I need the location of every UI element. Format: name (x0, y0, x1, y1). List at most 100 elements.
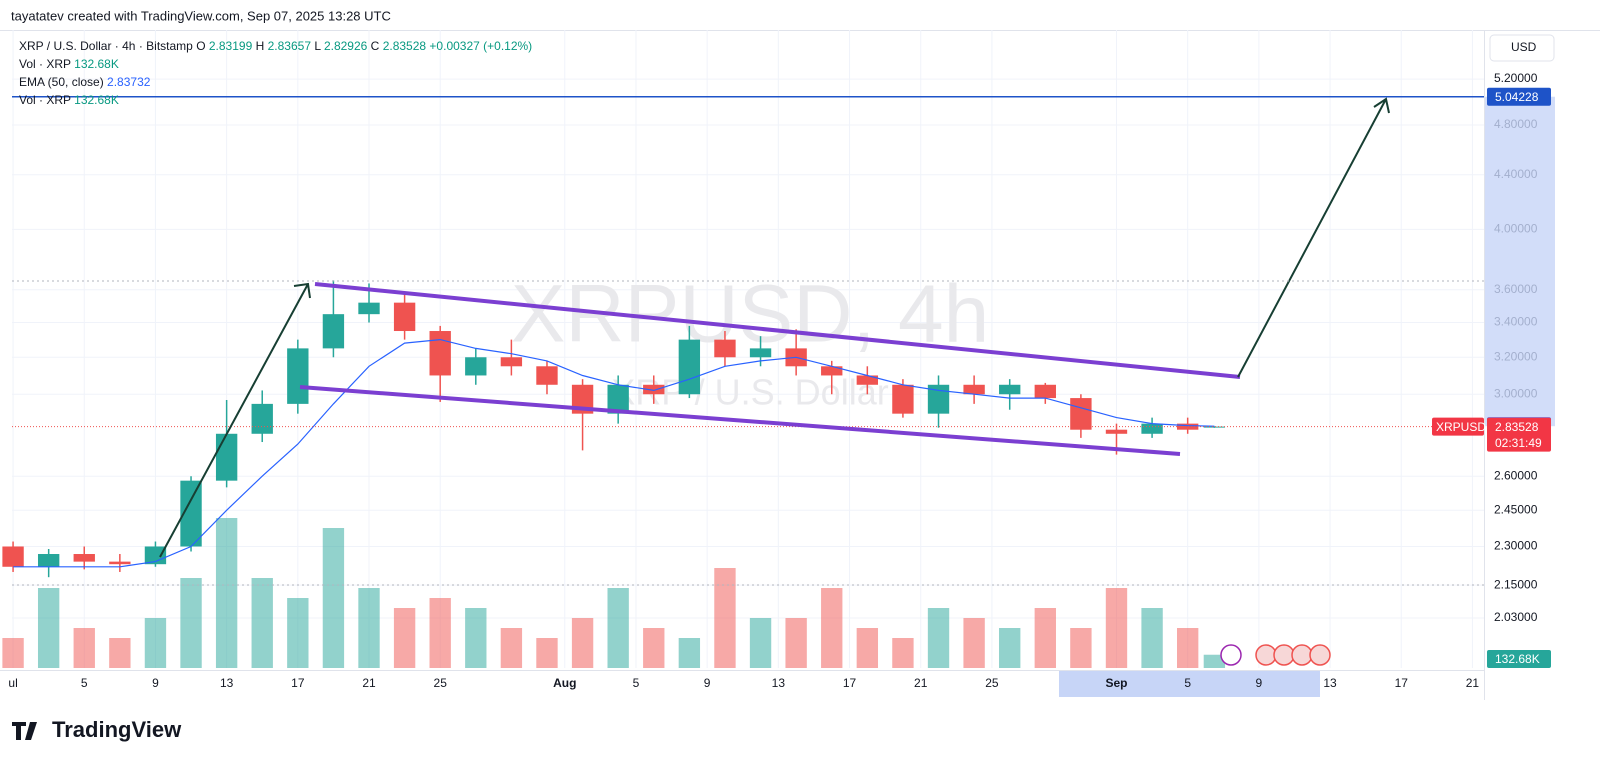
candle-body (180, 480, 202, 547)
volume-tag-text: 132.68K (1495, 652, 1540, 666)
y-tick-label: 2.45000 (1494, 502, 1538, 516)
x-tick-label: ul (8, 676, 17, 690)
candle-body (1034, 384, 1056, 399)
l-value: 2.82926 (324, 39, 368, 53)
x-tick-label: 9 (704, 676, 711, 690)
volume-bar (1176, 628, 1199, 668)
frame-top (0, 30, 1600, 31)
currency[interactable]: USD (1511, 40, 1537, 54)
volume-bar (999, 628, 1021, 668)
y-tick-label: 2.03000 (1494, 610, 1538, 624)
candle-body (429, 331, 451, 376)
candle-body (1203, 426, 1226, 428)
candle-body (109, 561, 131, 565)
volume-bar (465, 608, 487, 668)
candle-body (73, 554, 95, 562)
x-tick-label: Sep (1105, 676, 1127, 690)
volume-bar (429, 598, 451, 668)
volume-bar (856, 628, 879, 668)
h-label: H (256, 39, 265, 53)
symbol: XRP / U.S. Dollar · 4h · Bitstamp (19, 39, 193, 53)
volume-bar (643, 628, 665, 668)
x-tick-label: 17 (843, 676, 857, 690)
x-tick-label: Aug (553, 676, 576, 690)
ema-line (13, 338, 1215, 568)
o-value: 2.83199 (209, 39, 253, 53)
h-value: 2.83657 (268, 39, 312, 53)
channel-lower (299, 385, 1181, 456)
credit: tayatatev created with TradingView.com, … (11, 8, 391, 23)
candle-body (643, 384, 665, 395)
price-axis-highlight (1485, 96, 1555, 427)
x-tick-label: 5 (1184, 676, 1191, 690)
candle-body (927, 384, 950, 414)
volume-bar (109, 638, 131, 668)
candle-body (37, 554, 60, 567)
volume-bar (500, 628, 523, 668)
x-tick-label: 21 (362, 676, 376, 690)
currency-button[interactable] (1489, 34, 1555, 62)
y-tick-label: 2.30000 (1494, 539, 1538, 553)
x-tick-label: 5 (633, 676, 640, 690)
candle-body (749, 348, 772, 358)
c-value: 2.83528 (383, 39, 427, 53)
target-tag-text: 5.04228 (1495, 90, 1539, 104)
x-tick-label: 5 (81, 676, 88, 690)
volume-bar (1070, 628, 1092, 668)
o-label: O (196, 39, 205, 53)
candle-body (358, 302, 380, 315)
candle-body (678, 339, 701, 395)
x-tick-label: 21 (1466, 676, 1480, 690)
volume-bar (215, 518, 238, 668)
logo-text: TradingView (52, 717, 182, 742)
symbol-tag-text: XRPUSD (1436, 420, 1486, 434)
y-tick-label: 2.60000 (1494, 468, 1538, 482)
x-tick-label: 25 (985, 676, 999, 690)
candle-body (1105, 429, 1128, 434)
c-label: C (371, 39, 380, 53)
volume-bar (892, 638, 914, 668)
arrow-up-left (159, 282, 311, 558)
candle-body (607, 384, 629, 414)
y-tick-label: 5.20000 (1494, 71, 1538, 85)
volume-bar (571, 618, 594, 668)
x-tick-label: 13 (220, 676, 234, 690)
volume-bar (1203, 654, 1226, 668)
candle-body (892, 384, 914, 414)
channel-upper (314, 282, 1241, 379)
candle-body (1176, 423, 1199, 430)
legend-row: Vol · XRP 132.68K (19, 93, 119, 107)
time-axis-border (0, 670, 1484, 671)
candle-body (963, 384, 985, 395)
volume-bar (1034, 608, 1056, 668)
volume-bar (749, 618, 772, 668)
candle-body (999, 384, 1021, 395)
volume-bar (322, 528, 345, 668)
candle-body (465, 357, 487, 376)
x-tick-label: 17 (1395, 676, 1409, 690)
logo-icon (12, 722, 37, 740)
volume-bar (714, 568, 736, 668)
volume-bar (1105, 588, 1128, 668)
volume-bar (287, 598, 309, 668)
candle-body (714, 339, 736, 358)
change: +0.00327 (+0.12%) (429, 39, 532, 53)
candle-body (821, 366, 843, 376)
volume-bar (678, 638, 701, 668)
target-tag (1487, 87, 1551, 106)
candle-body (536, 366, 558, 385)
volume-bar (37, 588, 60, 668)
candle-body (2, 546, 24, 567)
candle-body (1070, 398, 1092, 430)
candle-body (393, 302, 416, 332)
y-tick-label: 2.15000 (1494, 577, 1538, 591)
volume-bar (963, 618, 985, 668)
volume-bar (785, 618, 807, 668)
x-tick-label: 13 (772, 676, 786, 690)
candle-body (251, 403, 273, 434)
volume-bar (927, 608, 950, 668)
volume-bar (1141, 608, 1163, 668)
volume-bar (358, 588, 380, 668)
volume-bar (821, 588, 843, 668)
